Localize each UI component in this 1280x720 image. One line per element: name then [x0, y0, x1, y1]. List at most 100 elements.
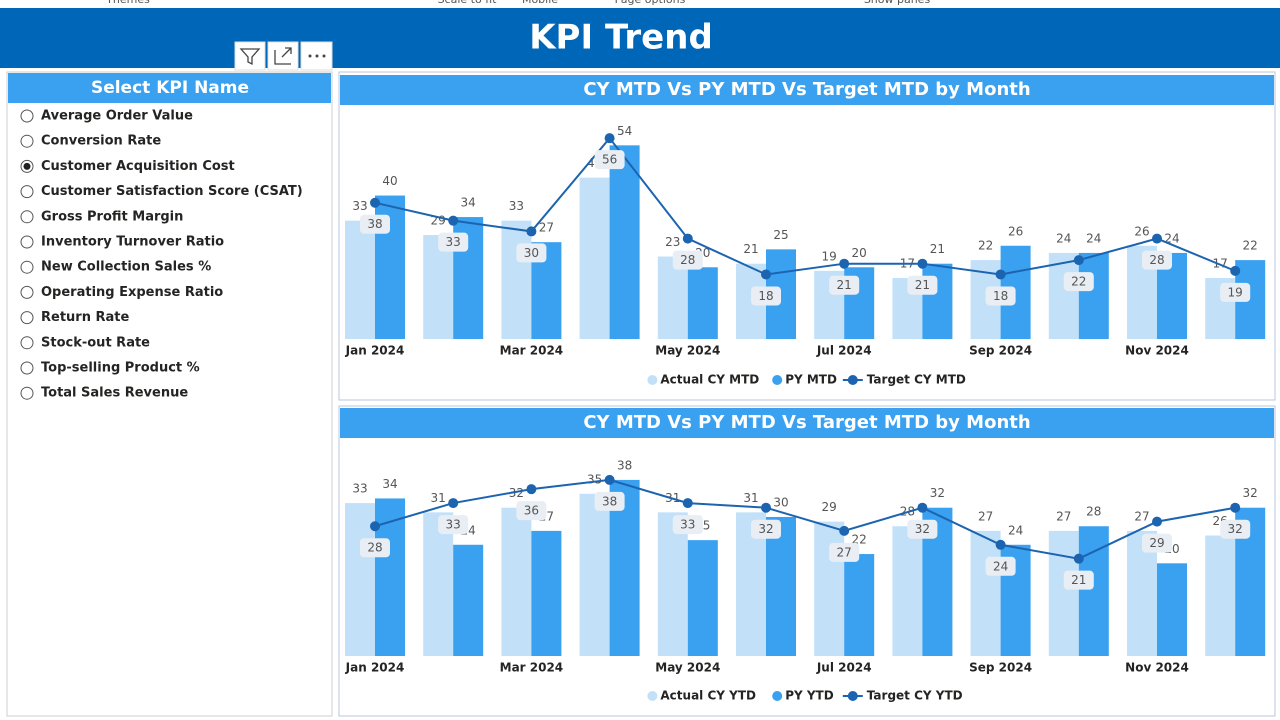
chart-title: CY MTD Vs PY MTD Vs Target MTD by Month: [583, 412, 1030, 433]
visual-toolbar: [234, 41, 333, 71]
radio-button[interactable]: [20, 210, 34, 224]
bar: [814, 521, 845, 656]
legend-label: PY MTD: [785, 373, 837, 387]
data-label: 30: [773, 495, 788, 509]
radio-button[interactable]: [20, 260, 34, 274]
bar: [687, 267, 718, 339]
data-label: 21: [930, 242, 945, 256]
slicer-item[interactable]: Top-selling Product %: [41, 361, 200, 376]
menu-item[interactable]: Mobile: [522, 0, 558, 6]
data-label: 28: [680, 253, 695, 267]
legend-label: Target CY MTD: [867, 373, 966, 387]
radio-button[interactable]: [20, 285, 34, 299]
bar: [1048, 530, 1079, 656]
line-point: [1152, 516, 1162, 527]
menu-item[interactable]: Themes: [105, 0, 150, 6]
bar: [766, 516, 796, 656]
line-point: [604, 474, 615, 485]
data-label-box: [1220, 282, 1251, 302]
data-label: 31: [743, 491, 758, 505]
line-point: [1152, 233, 1162, 244]
line-point: [682, 498, 693, 509]
radio-button[interactable]: [20, 235, 34, 249]
data-label: 33: [680, 518, 695, 532]
line-point: [604, 133, 615, 144]
data-label: 27: [978, 509, 993, 523]
bar: [609, 145, 640, 339]
slicer-item[interactable]: Gross Profit Margin: [41, 209, 183, 224]
data-label-box: [907, 275, 938, 295]
data-label: 24: [1086, 231, 1101, 245]
data-label: 19: [1228, 285, 1243, 299]
data-label-box: [1220, 519, 1251, 539]
radio-button[interactable]: [20, 134, 34, 148]
slicer-item[interactable]: Conversion Rate: [41, 134, 161, 149]
slicer-item[interactable]: Return Rate: [41, 310, 129, 325]
legend-marker: [847, 691, 858, 701]
more-dot: [315, 54, 319, 58]
x-tick-label: Jan 2024: [345, 344, 405, 358]
radio-button[interactable]: [20, 109, 34, 123]
radio-button[interactable]: [20, 336, 34, 350]
slicer-item[interactable]: Inventory Turnover Ratio: [41, 235, 224, 250]
legend-marker: [772, 691, 783, 701]
line-point: [448, 215, 459, 226]
slicer-item[interactable]: Operating Expense Ratio: [41, 285, 223, 300]
bar: [970, 530, 1001, 656]
slicer-title: Select KPI Name: [91, 78, 249, 98]
line-point: [526, 226, 537, 237]
chart-panel: [338, 71, 1276, 401]
line-point: [1230, 265, 1241, 276]
slicer-item[interactable]: Average Order Value: [41, 109, 193, 124]
data-label: 29: [1149, 536, 1164, 550]
data-label: 31: [431, 491, 446, 505]
line-point: [1230, 502, 1241, 513]
slicer-item[interactable]: New Collection Sales %: [41, 260, 211, 275]
bar: [501, 220, 532, 339]
more-dot: [308, 54, 312, 58]
legend-label: Target CY YTD: [867, 689, 963, 703]
slicer-item[interactable]: Total Sales Revenue: [41, 386, 188, 401]
menu-item[interactable]: Page options: [615, 0, 686, 6]
data-label-box: [672, 515, 703, 535]
data-label: 54: [617, 124, 632, 138]
line-point: [448, 498, 459, 509]
data-label: 26: [1008, 224, 1023, 238]
data-label: 36: [524, 504, 539, 518]
slicer-item[interactable]: Customer Acquisition Cost: [41, 159, 235, 174]
slicer-item[interactable]: Stock-out Rate: [41, 335, 150, 350]
chart-title-bar: [340, 75, 1274, 105]
radio-button[interactable]: [20, 311, 34, 325]
radio-selected-dot: [23, 162, 31, 170]
x-tick-label: Nov 2024: [1125, 344, 1189, 358]
data-label: 22: [1243, 239, 1258, 253]
data-label: 28: [1086, 505, 1101, 519]
x-tick-label: May 2024: [655, 661, 720, 675]
radio-button[interactable]: [20, 361, 34, 375]
line-point: [917, 258, 928, 269]
legend-label: PY YTD: [785, 689, 834, 703]
menu-item[interactable]: Scale to fit: [438, 0, 498, 6]
data-label: 20: [852, 246, 867, 260]
radio-button[interactable]: [20, 185, 34, 199]
bar: [1078, 252, 1109, 339]
data-label: 28: [1149, 253, 1164, 267]
line-point: [995, 539, 1006, 550]
data-label: 24: [1164, 231, 1179, 245]
filter-button[interactable]: [234, 41, 266, 71]
data-label-box: [1142, 250, 1172, 270]
data-label: 40: [382, 174, 397, 188]
data-label: 32: [915, 522, 930, 536]
data-label: 22: [1071, 275, 1086, 289]
menu-item[interactable]: Show panes: [864, 0, 931, 6]
bar: [579, 177, 610, 339]
data-label-box: [360, 538, 390, 558]
more-dot: [322, 54, 326, 58]
line-point: [761, 502, 771, 513]
radio-button[interactable]: [20, 386, 34, 400]
bar: [531, 530, 562, 656]
legend-marker: [647, 375, 658, 385]
data-label-box: [516, 501, 547, 521]
data-label: 38: [617, 458, 632, 472]
slicer-item[interactable]: Customer Satisfaction Score (CSAT): [41, 184, 303, 199]
